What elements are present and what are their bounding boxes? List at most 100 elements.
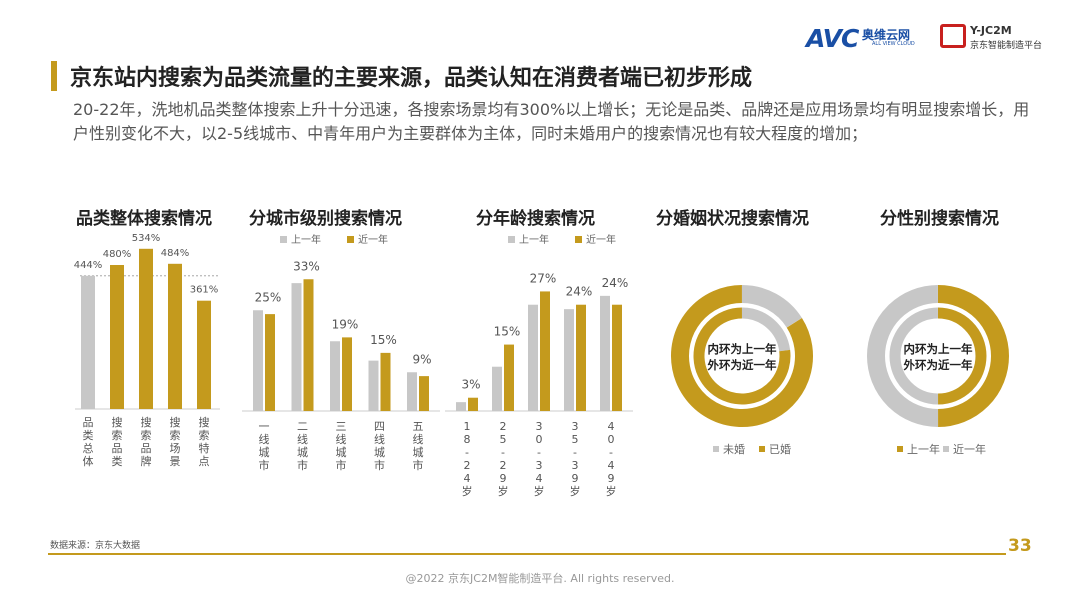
x-tick-label: 类 xyxy=(83,428,94,442)
donut-center-text: 内环为上一年 xyxy=(904,342,973,356)
x-tick-label: 线 xyxy=(297,432,308,446)
donut-center-text: 外环为近一年 xyxy=(903,358,973,372)
chart-age: 上一年 近一年3%18-24岁15%25-29岁27%30-34岁24%35-39… xyxy=(445,233,633,498)
bar-prev xyxy=(564,309,574,411)
x-tick-label: 体 xyxy=(83,454,94,468)
bar-prev xyxy=(368,360,379,411)
x-tick-label: 5 xyxy=(572,433,579,446)
legend-swatch xyxy=(759,446,765,452)
x-tick-label: 岁 xyxy=(498,484,509,498)
data-label: 27% xyxy=(530,271,557,285)
data-label: 480% xyxy=(103,249,132,260)
x-tick-label: 五 xyxy=(413,420,424,433)
x-tick-label: 索 xyxy=(199,428,210,442)
x-tick-label: 0 xyxy=(536,433,543,446)
x-tick-label: 景 xyxy=(170,455,181,468)
chart-title-overall: 品类整体搜索情况 xyxy=(76,209,212,229)
bar-overall xyxy=(168,263,182,409)
x-tick-label: 线 xyxy=(336,432,347,446)
bar-prev xyxy=(330,341,340,411)
x-tick-label: 2 xyxy=(464,459,471,472)
x-tick-label: 城 xyxy=(259,446,270,459)
x-tick-label: 线 xyxy=(413,432,424,446)
x-tick-label: - xyxy=(501,446,505,459)
legend-label-recent: 近一年 xyxy=(358,233,388,246)
x-tick-label: 搜 xyxy=(170,415,181,429)
x-tick-label: 岁 xyxy=(534,484,545,498)
bar-prev xyxy=(456,402,466,411)
x-tick-label: 3 xyxy=(572,420,579,433)
bar-overall xyxy=(81,275,95,409)
data-label: 33% xyxy=(293,259,320,273)
x-tick-label: 搜 xyxy=(141,415,152,429)
x-tick-label: 4 xyxy=(536,472,543,485)
x-tick-label: 四 xyxy=(374,420,385,433)
data-label: 24% xyxy=(602,276,629,290)
x-tick-label: 市 xyxy=(374,458,385,472)
donut-inner-slice xyxy=(889,307,939,405)
x-tick-label: 3 xyxy=(536,459,543,472)
x-tick-label: 4 xyxy=(464,472,471,485)
data-label: 15% xyxy=(494,325,521,339)
x-tick-label: 城 xyxy=(374,446,385,459)
page-description: 20-22年，洗地机品类整体搜索上升十分迅速，各搜索场景均有300%以上增长；无… xyxy=(73,100,1030,143)
page-number: 33 xyxy=(1008,536,1032,556)
jc2m-logo-name: Y-JC2M xyxy=(970,24,1012,37)
x-tick-label: 5 xyxy=(500,433,507,446)
title-accent-bar xyxy=(51,61,57,91)
x-tick-label: 点 xyxy=(199,455,210,468)
x-tick-label: 三 xyxy=(336,420,347,433)
x-tick-label: 类 xyxy=(112,454,123,468)
bar-overall xyxy=(110,265,124,409)
bar-prev xyxy=(291,283,302,411)
donut-inner-slice xyxy=(741,307,791,352)
x-tick-label: 品 xyxy=(141,442,152,455)
data-source: 数据来源：京东大数据 xyxy=(50,541,141,551)
x-tick-label: 9 xyxy=(572,472,579,485)
data-label: 361% xyxy=(190,285,219,296)
x-tick-label: 城 xyxy=(413,446,424,459)
legend-label-prev: 上一年 xyxy=(519,233,549,246)
avc-logo: AVC xyxy=(806,24,859,53)
x-tick-label: 市 xyxy=(413,458,424,472)
bar-overall xyxy=(197,300,211,409)
x-tick-label: 牌 xyxy=(141,454,152,468)
data-label: 19% xyxy=(332,317,359,331)
x-tick-label: 索 xyxy=(141,428,152,442)
legend-label-recent: 近一年 xyxy=(586,233,616,246)
x-tick-label: 品 xyxy=(112,442,123,455)
legend-swatch xyxy=(897,446,903,452)
jc2m-logo-cn: 京东智能制造平台 xyxy=(970,41,1043,51)
chart-title-age: 分年龄搜索情况 xyxy=(476,209,595,229)
legend-label: 已婚 xyxy=(769,442,791,456)
page-title: 京东站内搜索为品类流量的主要来源，品类认知在消费者端已初步形成 xyxy=(70,66,753,91)
bar-prev xyxy=(407,372,417,411)
x-tick-label: 搜 xyxy=(199,415,210,429)
bar-prev xyxy=(528,304,538,411)
bar-recent xyxy=(419,376,429,411)
chart-title-marital: 分婚姻状况搜索情况 xyxy=(656,209,809,229)
x-tick-label: 市 xyxy=(336,458,347,472)
donut-outer-slice xyxy=(671,285,813,427)
x-tick-label: 品 xyxy=(83,416,94,429)
x-tick-label: 城 xyxy=(336,446,347,459)
x-tick-label: 索 xyxy=(170,428,181,442)
legend-swatch-prev xyxy=(508,236,515,243)
donut-inner-slice xyxy=(693,307,791,405)
legend-swatch-recent xyxy=(347,236,354,243)
jc2m-logo-icon xyxy=(940,24,966,48)
x-tick-label: 2 xyxy=(500,459,507,472)
footer-divider xyxy=(48,553,1006,555)
bar-recent xyxy=(380,352,391,411)
x-tick-label: 4 xyxy=(608,459,615,472)
donut-center-text: 内环为上一年 xyxy=(708,342,777,356)
legend-swatch xyxy=(943,446,949,452)
x-tick-label: 4 xyxy=(608,420,615,433)
data-label: 444% xyxy=(74,260,103,271)
x-tick-label: 线 xyxy=(259,432,270,446)
x-tick-label: 特 xyxy=(199,441,210,455)
x-tick-label: 1 xyxy=(464,420,471,433)
copyright: @2022 京东JC2M智能制造平台. All rights reserved. xyxy=(405,572,675,585)
bar-recent xyxy=(468,397,478,411)
